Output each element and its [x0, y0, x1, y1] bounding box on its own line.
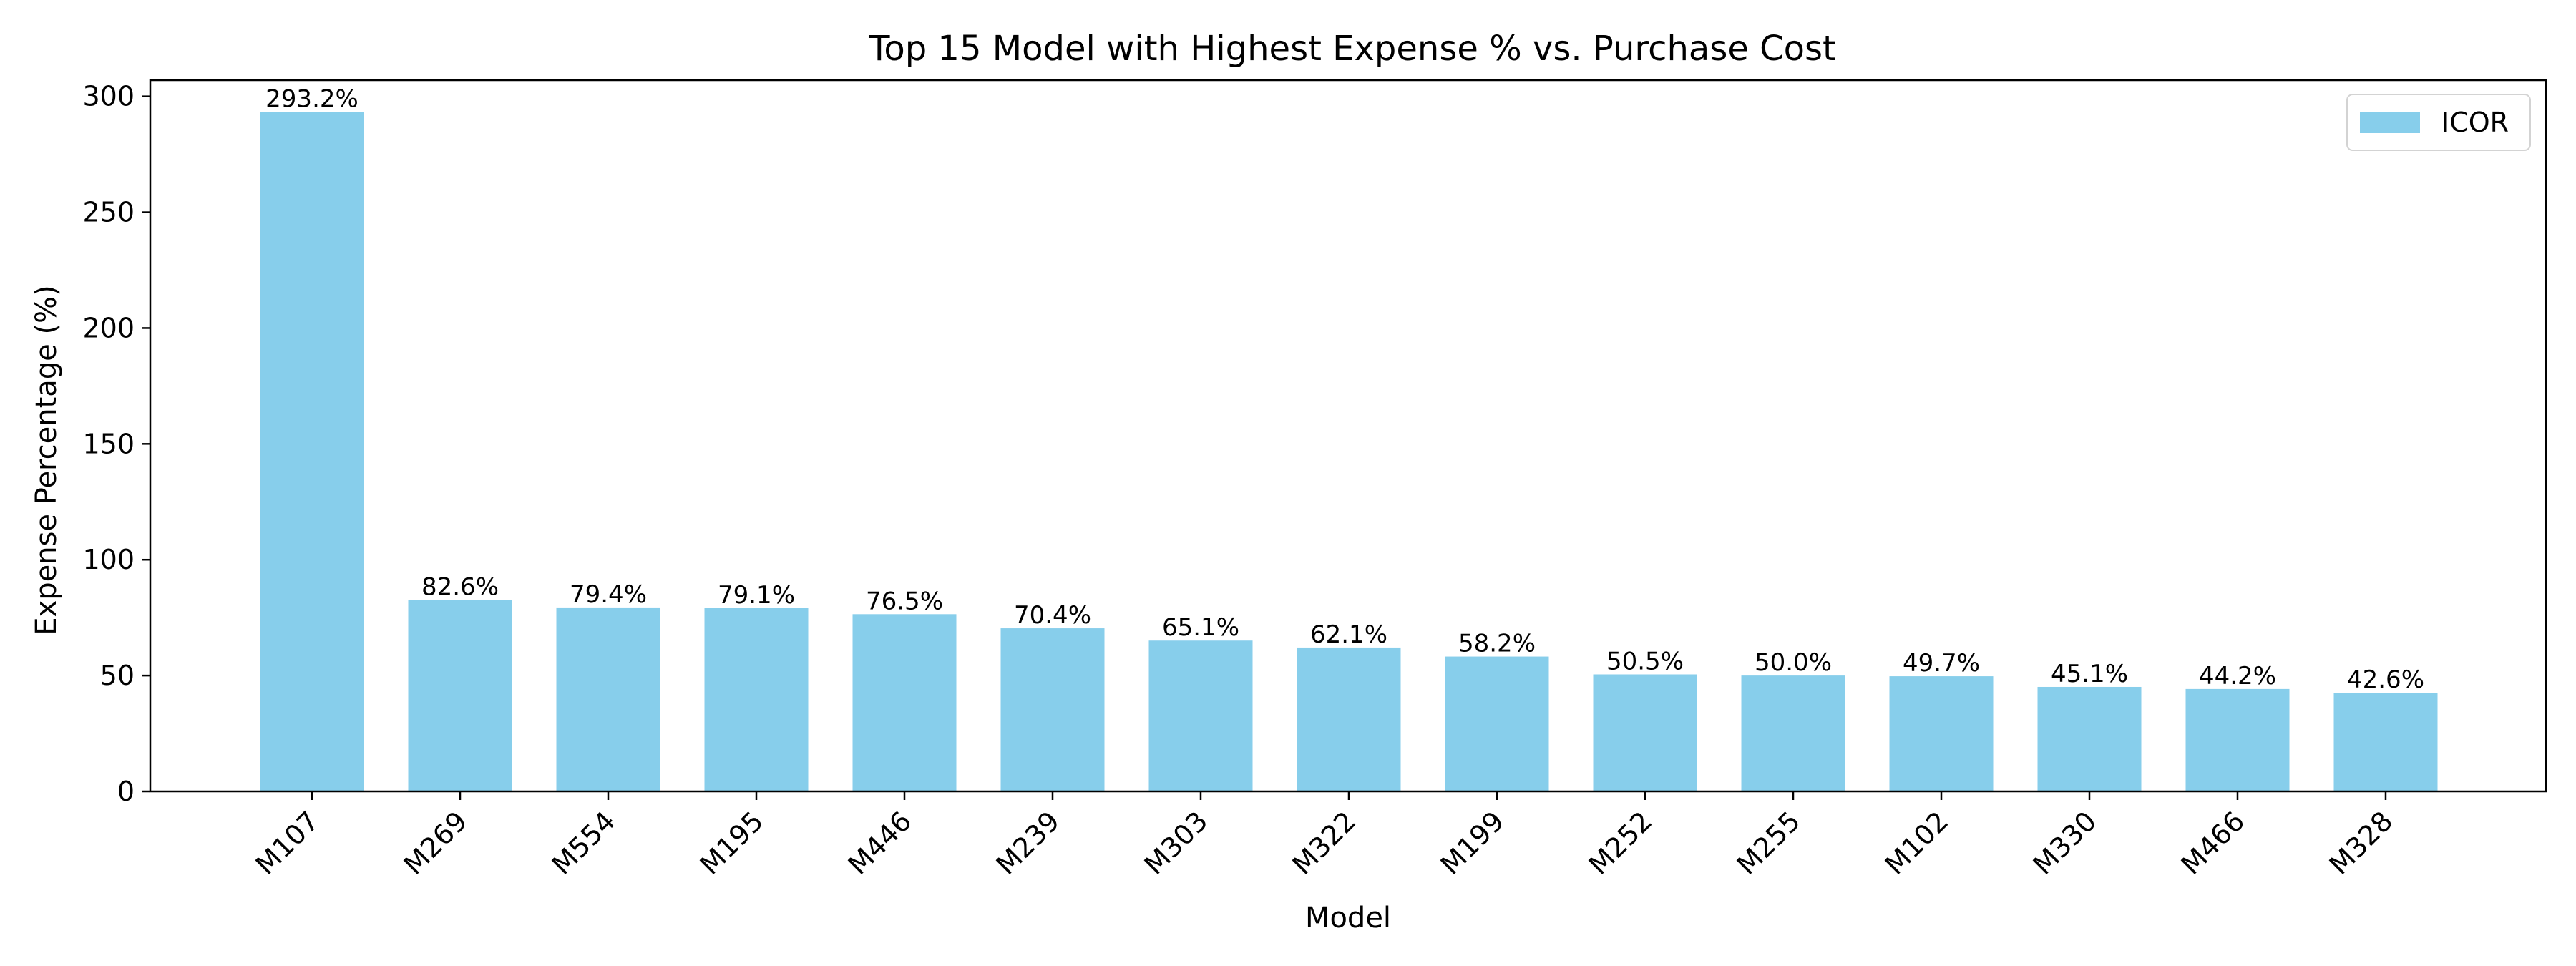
x-tick-label: M554	[546, 805, 622, 881]
x-tick-label: M195	[694, 805, 770, 881]
bar-m328	[2333, 693, 2438, 791]
data-label: 42.6%	[2347, 665, 2424, 694]
data-label: 79.4%	[570, 580, 647, 609]
bar-m303	[1148, 640, 1253, 791]
x-tick-label: M466	[2175, 805, 2251, 881]
x-tick-label: M199	[1435, 805, 1511, 881]
bar-m466	[2185, 688, 2290, 791]
x-tick-label: M330	[2027, 805, 2103, 881]
data-label: 65.1%	[1162, 613, 1239, 642]
x-tick-label: M252	[1583, 805, 1659, 881]
bar-m446	[852, 614, 957, 791]
x-tick-label: M255	[1731, 805, 1807, 881]
x-axis-label: Model	[1305, 902, 1391, 935]
data-label: 45.1%	[2051, 660, 2128, 688]
x-tick-label: M269	[398, 805, 474, 881]
x-tick-label: M328	[2323, 805, 2399, 881]
x-tick-label: M322	[1287, 805, 1362, 881]
x-tick-label: M303	[1138, 805, 1214, 881]
data-label: 79.1%	[718, 581, 795, 610]
x-tick-label: M239	[990, 805, 1066, 881]
chart-title: Top 15 Model with Highest Expense % vs. …	[868, 29, 1836, 69]
bar-m269	[408, 600, 512, 791]
bar-m102	[1889, 676, 1994, 791]
data-label: 76.5%	[866, 587, 943, 615]
data-label: 50.0%	[1755, 648, 1832, 677]
data-label: 293.2%	[265, 85, 358, 114]
y-tick-label: 0	[117, 776, 135, 807]
bar-m255	[1741, 675, 1845, 791]
x-tick-label: M446	[842, 805, 918, 881]
y-tick-label: 100	[82, 544, 135, 575]
legend: ICOR	[2346, 94, 2531, 151]
bar-m330	[2037, 686, 2142, 791]
data-label: 62.1%	[1310, 620, 1387, 649]
bar-m252	[1593, 674, 1697, 791]
y-tick-label: 300	[82, 81, 135, 112]
bar-m195	[704, 608, 809, 791]
x-tick-label: M102	[1879, 805, 1955, 881]
y-tick-label: 150	[82, 428, 135, 459]
data-label: 58.2%	[1458, 630, 1536, 658]
legend-label: ICOR	[2441, 107, 2509, 138]
bar-m107	[260, 112, 364, 792]
bar-m322	[1297, 647, 1401, 791]
bars-layer: 293.2% 82.6% 79.4% 79.1% 76.5% 70.4% 65.1% 62.1…	[260, 85, 2438, 792]
y-tick-label: 50	[100, 660, 135, 691]
data-label: 70.4%	[1014, 601, 1091, 630]
data-label: 44.2%	[2199, 662, 2276, 691]
y-tick-label: 250	[82, 197, 135, 228]
bar-m554	[556, 607, 660, 791]
bar-m199	[1445, 656, 1549, 791]
data-label: 50.5%	[1606, 647, 1684, 675]
data-label: 49.7%	[1903, 649, 1980, 678]
y-axis-label: Expense Percentage (%)	[30, 285, 63, 635]
legend-swatch	[2360, 112, 2420, 133]
bar-m239	[1000, 628, 1105, 791]
x-tick-label: M107	[250, 805, 326, 881]
legend-box	[2346, 94, 2531, 151]
y-tick-label: 200	[82, 312, 135, 343]
y-axis-ticks: 0 50 100 150 200 250 300	[82, 81, 150, 807]
plot-frame	[149, 79, 2547, 793]
x-axis-ticks: M107 M269 M554 M195 M446 M239 M303 M322 M199 M252…	[250, 791, 2399, 881]
data-label: 82.6%	[421, 573, 499, 602]
